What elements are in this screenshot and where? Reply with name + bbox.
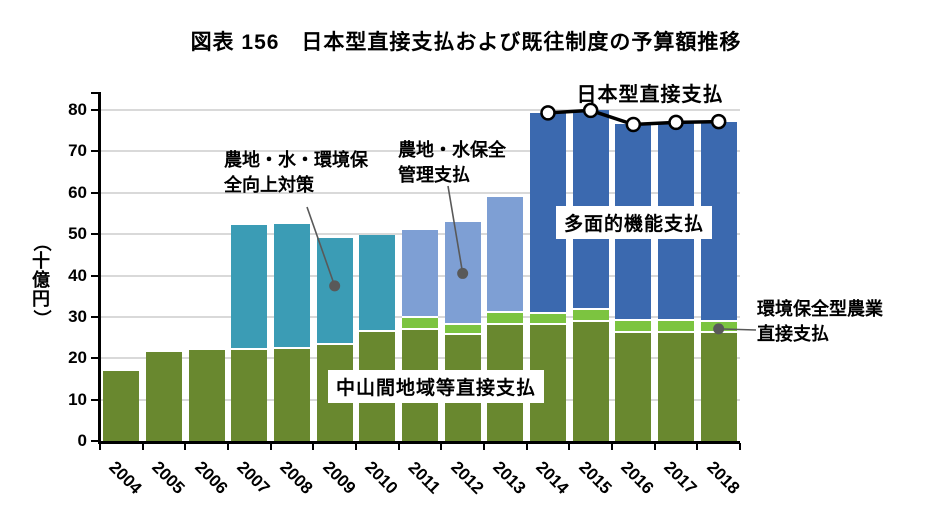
x-tick-6 [355, 443, 357, 450]
annotation-farmland-water-management: 農地・水保全 管理支払 [398, 138, 506, 188]
bar-segment-2015 [572, 310, 609, 323]
x-tick-14 [696, 443, 699, 450]
y-tick-label-50: 50 [68, 224, 87, 244]
y-tick-label-60: 60 [68, 182, 87, 202]
bar-segment-2012 [444, 222, 481, 325]
x-tick-1 [141, 443, 144, 450]
y-tick-10 [91, 398, 98, 401]
bar-segment-2017 [658, 332, 694, 441]
y-axis-title: （十億円） [28, 233, 54, 328]
y-tick-50 [91, 233, 98, 236]
y-tick-label-0: 0 [77, 431, 87, 450]
y-tick-20 [91, 357, 98, 360]
y-tick-label-40: 40 [68, 265, 87, 285]
bar-segment-2008 [274, 349, 310, 441]
gridline-80 [100, 109, 740, 111]
annotation-japanese-direct-payment: 日本型直接支払 [576, 84, 724, 106]
bar-segment-2006 [188, 349, 225, 441]
bar-segment-2011 [402, 230, 438, 319]
bar-segment-2011 [402, 318, 438, 331]
bar-segment-2014 [530, 313, 566, 325]
y-axis-title-char: 円 [32, 289, 50, 309]
gridline-70 [100, 150, 740, 153]
y-axis-title-char: 十 [32, 251, 50, 271]
y-tick-label-30: 30 [68, 306, 87, 326]
y-tick-70 [91, 150, 98, 153]
annotation-eco-friendly-agriculture: 環境保全型農業 直接支払 [757, 297, 883, 347]
y-tick-label-20: 20 [68, 348, 87, 368]
chart-title: 図表 156 日本型直接支払および既往制度の予算額推移 [190, 31, 742, 54]
annotation-hilly-mountainous-payment: 中山間地域等直接支払 [328, 370, 545, 403]
annotation-line-1: 農地・水保全 [398, 140, 506, 160]
bar-segment-2007 [231, 225, 268, 350]
y-axis-line [98, 92, 101, 443]
gridline-60 [100, 191, 740, 194]
y-axis-end-tick [91, 92, 98, 94]
y-tick-30 [91, 315, 98, 318]
bar-segment-2013 [487, 196, 524, 313]
x-tick-3 [227, 443, 229, 450]
y-tick-80 [91, 109, 98, 111]
annotation-line-2: 管理支払 [398, 165, 470, 185]
bar-segment-2013 [487, 312, 524, 325]
bar-segment-2018 [700, 333, 737, 441]
x-tick-11 [568, 443, 571, 450]
x-tick-4 [269, 443, 272, 450]
y-tick-label-70: 70 [68, 141, 87, 161]
bar-segment-2004 [103, 370, 140, 441]
bar-segment-2010 [359, 235, 396, 333]
x-tick-13 [653, 443, 656, 450]
x-tick-9 [483, 443, 485, 450]
annotation-line-2: 直接支払 [757, 324, 829, 344]
bar-segment-2012 [444, 324, 481, 336]
bar-segment-2008 [274, 224, 310, 350]
bar-segment-2016 [615, 332, 652, 441]
x-tick-2 [184, 443, 187, 450]
x-tick-12 [611, 443, 613, 450]
bar-segment-2016 [615, 321, 652, 333]
x-axis-line [98, 441, 740, 444]
x-tick-0 [99, 443, 101, 450]
y-axis-title-char: 億 [32, 270, 50, 290]
y-tick-60 [91, 191, 98, 194]
bar-segment-2005 [146, 352, 182, 441]
x-tick-7 [397, 443, 400, 450]
x-tick-5 [312, 443, 315, 450]
bar-segment-2018 [700, 322, 737, 334]
y-tick-label-10: 10 [68, 389, 87, 409]
annotation-line-1: 環境保全型農業 [757, 299, 883, 319]
y-tick-label-80: 80 [68, 100, 87, 119]
annotation-multifunction-payment: 多面的機能支払 [556, 206, 713, 239]
y-tick-0 [91, 440, 98, 442]
x-tick-8 [440, 443, 443, 450]
annotation-farmland-water-environment: 農地・水・環境保 全向上対策 [224, 148, 368, 198]
bar-segment-2015 [572, 322, 609, 441]
annotation-line-2: 全向上対策 [224, 175, 314, 195]
annotation-line-1: 農地・水・環境保 [224, 150, 368, 170]
x-tick-15 [739, 443, 741, 450]
bar-segment-2017 [658, 321, 694, 333]
bar-segment-2009 [316, 238, 353, 345]
y-tick-40 [91, 274, 98, 277]
x-tick-10 [525, 443, 528, 450]
bar-segment-2007 [231, 349, 268, 441]
